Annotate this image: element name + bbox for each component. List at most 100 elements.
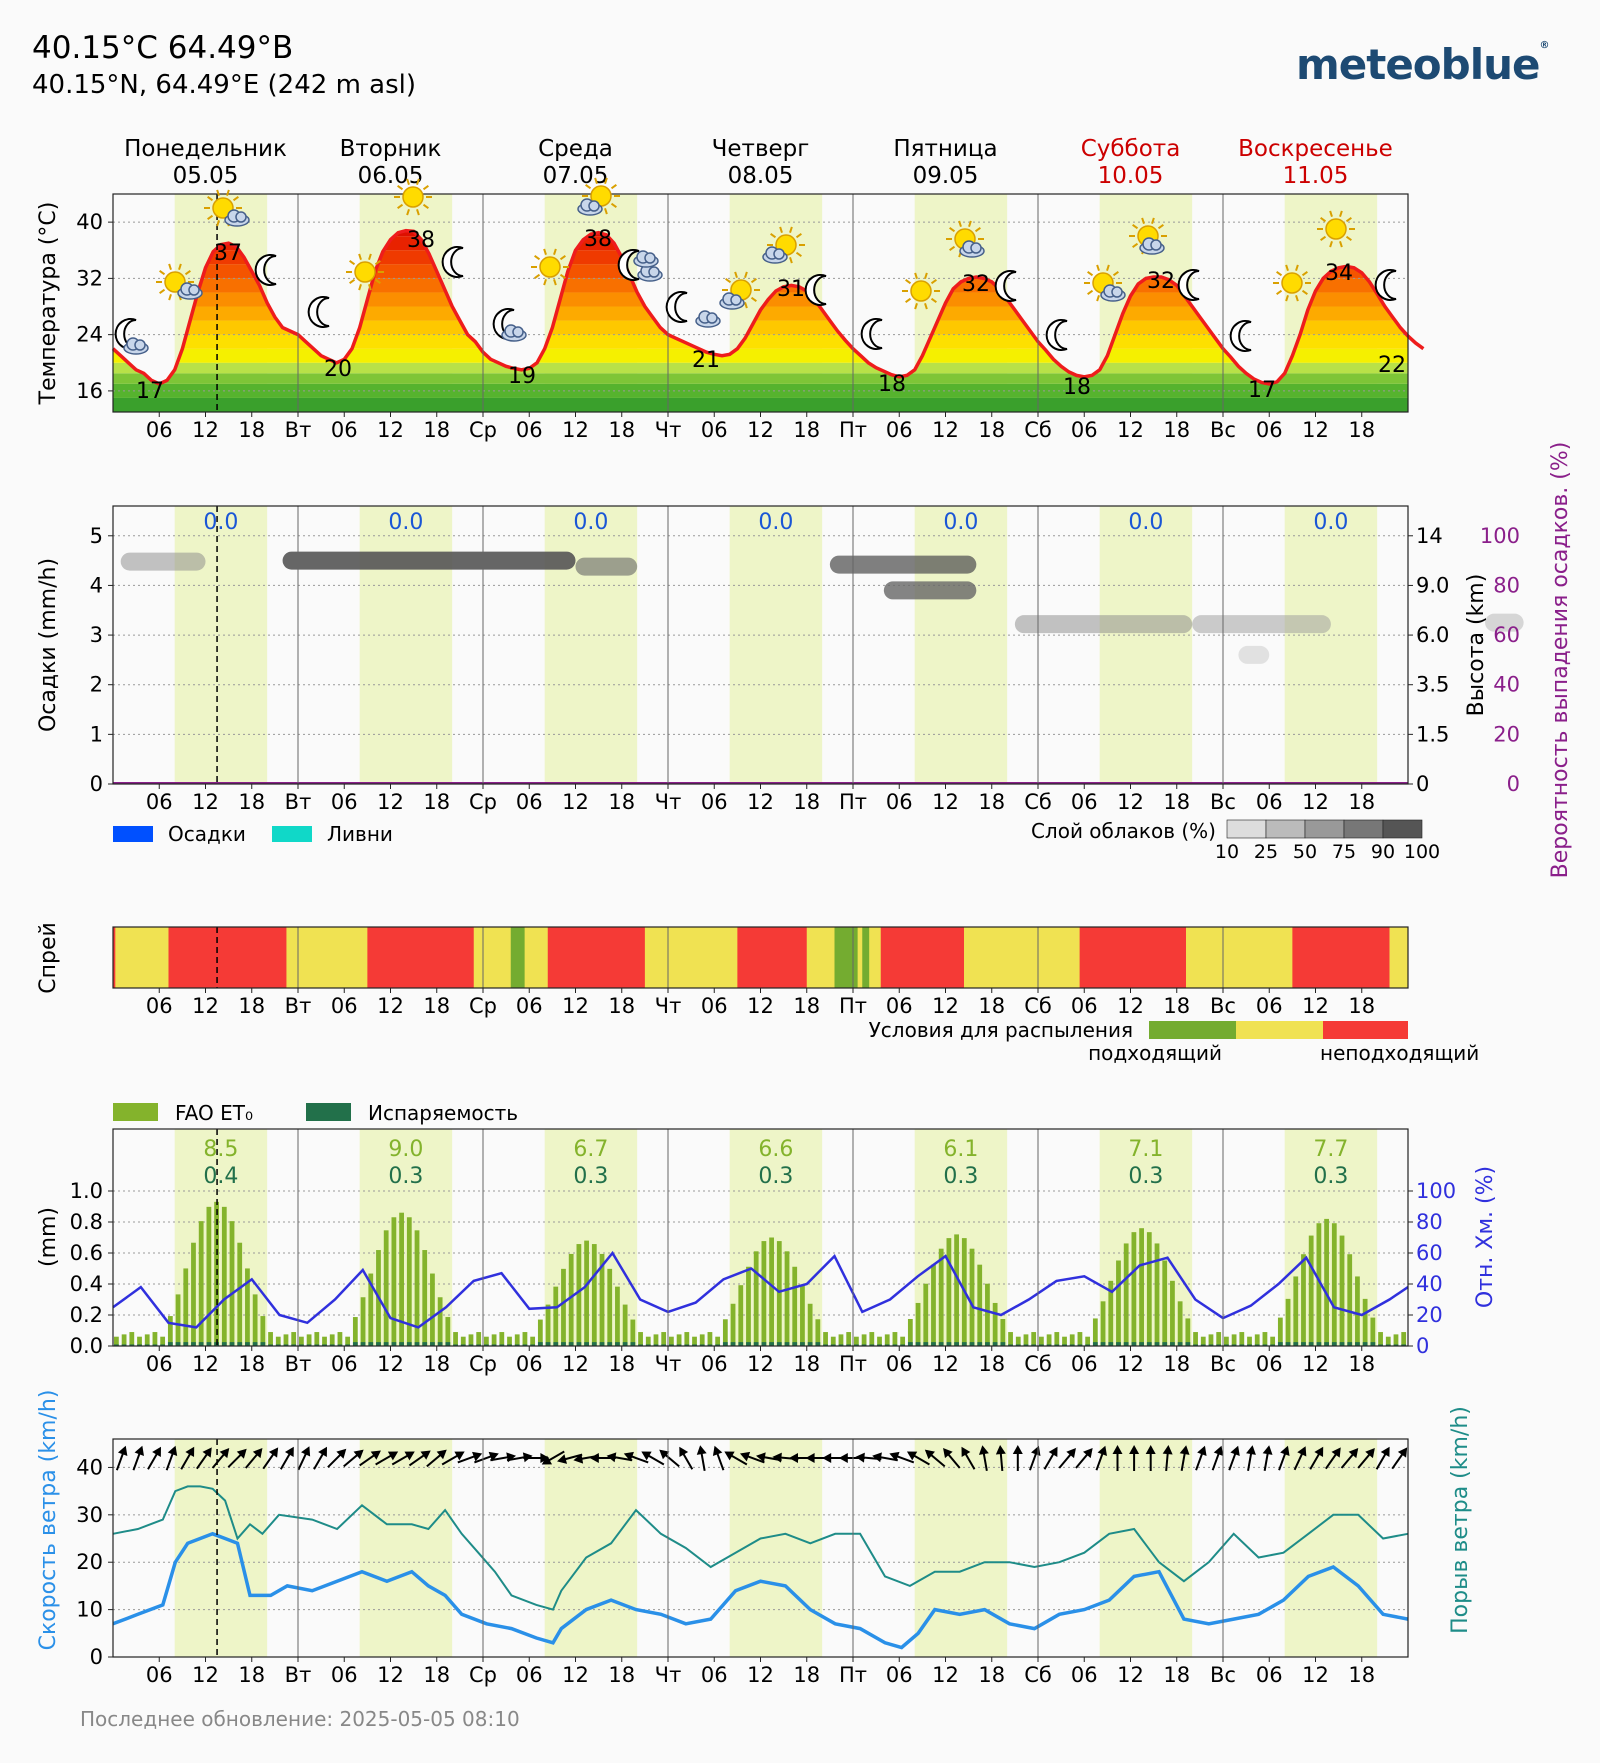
spray-segment xyxy=(510,927,526,988)
evap-bar xyxy=(437,1342,443,1346)
arrow-head xyxy=(724,1451,735,1461)
wind-direction-arrow xyxy=(995,1445,1006,1472)
day-name: Понедельник xyxy=(124,136,287,162)
sun-ray xyxy=(559,255,566,261)
x-tick-label: 18 xyxy=(608,994,635,1018)
x-tick-label: 12 xyxy=(747,1352,774,1376)
x-tick-label: 18 xyxy=(238,790,265,814)
sun-ray xyxy=(232,196,239,202)
x-tick-label: 06 xyxy=(1256,1352,1283,1376)
cloud-icon xyxy=(959,240,985,258)
et0-bar xyxy=(645,1336,651,1346)
sun-ray xyxy=(610,202,617,208)
arrow-head xyxy=(1297,1446,1307,1457)
x-tick-label: 18 xyxy=(238,1352,265,1376)
sun-ray xyxy=(1087,271,1094,277)
temp-tick-label: 32 xyxy=(76,266,103,290)
daylight-band xyxy=(174,506,268,784)
et0-bar xyxy=(530,1336,536,1346)
et0-bar xyxy=(337,1332,343,1346)
wind-direction-arrow xyxy=(1391,1447,1408,1470)
et0-bar xyxy=(707,1332,713,1346)
sun-ray xyxy=(406,209,410,216)
daylight-band xyxy=(729,1129,823,1346)
temp-band xyxy=(113,362,1408,374)
sun-ray xyxy=(358,253,362,260)
arrow-head xyxy=(117,1445,128,1456)
sun-ray xyxy=(226,189,230,196)
et0-bar xyxy=(1092,1318,1098,1346)
evap-bar xyxy=(221,1342,227,1346)
day-date: 05.05 xyxy=(173,163,239,189)
cloud-shape xyxy=(188,284,200,296)
spray-segment xyxy=(862,927,870,988)
temp-max-label: 34 xyxy=(1325,261,1353,286)
arrow-head xyxy=(755,1452,766,1463)
evap-bar xyxy=(676,1344,682,1346)
evap-bar xyxy=(561,1342,566,1346)
sun-ray xyxy=(949,227,956,233)
sun-ray xyxy=(1096,264,1100,271)
sun-icon xyxy=(582,177,620,215)
precip-axis-label: Осадки (mm/h) xyxy=(36,558,61,732)
arrow-head xyxy=(855,1452,865,1463)
et0-bar xyxy=(838,1334,844,1346)
spray-segment xyxy=(964,927,1081,988)
daily-evap-total: 0.3 xyxy=(388,1164,423,1189)
spray-segment xyxy=(473,927,512,988)
logo-text: meteoblue xyxy=(1296,40,1541,89)
evap-bar xyxy=(969,1342,975,1346)
evap-bar xyxy=(1331,1342,1337,1346)
x-tick-label: 12 xyxy=(1302,1663,1329,1687)
x-tick-label: 12 xyxy=(562,994,589,1018)
x-tick-label: Чт xyxy=(655,994,682,1018)
arrow-head xyxy=(1083,1448,1093,1459)
x-tick-label: 06 xyxy=(331,994,358,1018)
sun-icon xyxy=(394,178,432,216)
et0-bar xyxy=(823,1332,828,1346)
x-tick-label: 18 xyxy=(978,994,1005,1018)
arrow-head xyxy=(134,1445,144,1456)
evap-bar xyxy=(1393,1344,1399,1346)
evap-bar xyxy=(769,1342,774,1346)
daylight-band xyxy=(544,1439,638,1657)
arrow-head xyxy=(202,1447,212,1458)
wind-tick-label: 20 xyxy=(76,1550,103,1574)
x-tick-label: 06 xyxy=(701,994,728,1018)
sun-ray xyxy=(905,279,912,285)
evap-bar xyxy=(576,1342,582,1346)
x-tick-label: 06 xyxy=(331,1663,358,1687)
arrow-head xyxy=(1365,1448,1375,1459)
meteoblue-logo[interactable]: meteoblue® xyxy=(1296,40,1550,89)
wind-direction-arrow xyxy=(1043,1446,1058,1470)
x-tick-label: 06 xyxy=(1071,1663,1098,1687)
evap-bar xyxy=(730,1342,736,1346)
x-tick-label: Ср xyxy=(469,790,497,814)
evap-bar xyxy=(884,1344,890,1346)
sun-ray xyxy=(374,260,381,266)
evap-bar xyxy=(414,1342,420,1346)
arrow-head xyxy=(1262,1445,1273,1455)
day-date: 08.05 xyxy=(728,163,794,189)
arrow-head xyxy=(822,1453,832,1463)
x-tick-label: 18 xyxy=(238,994,265,1018)
daily-et0-total: 6.1 xyxy=(943,1137,978,1162)
wind-direction-arrow xyxy=(541,1450,565,1465)
et0-bar xyxy=(245,1268,250,1346)
evap-bar xyxy=(1324,1342,1329,1346)
et0-bar xyxy=(1131,1232,1137,1346)
et0-bar xyxy=(1277,1317,1283,1346)
wind-direction-arrow xyxy=(1012,1445,1023,1471)
day-name: Четверг xyxy=(712,136,810,162)
evap-bar xyxy=(545,1342,551,1346)
x-tick-label: 18 xyxy=(1348,1663,1375,1687)
x-tick-label: 06 xyxy=(1071,418,1098,442)
wind-axis-label: Скорость ветра (km/h) xyxy=(36,1390,61,1651)
evap-bar xyxy=(1239,1344,1245,1346)
et0-bar xyxy=(352,1317,358,1346)
spray-segment xyxy=(737,927,808,988)
x-tick-label: Пт xyxy=(839,418,867,442)
et0-bar xyxy=(1239,1332,1245,1346)
fao-legend-swatch xyxy=(113,1103,158,1121)
sun-ray xyxy=(534,255,541,261)
